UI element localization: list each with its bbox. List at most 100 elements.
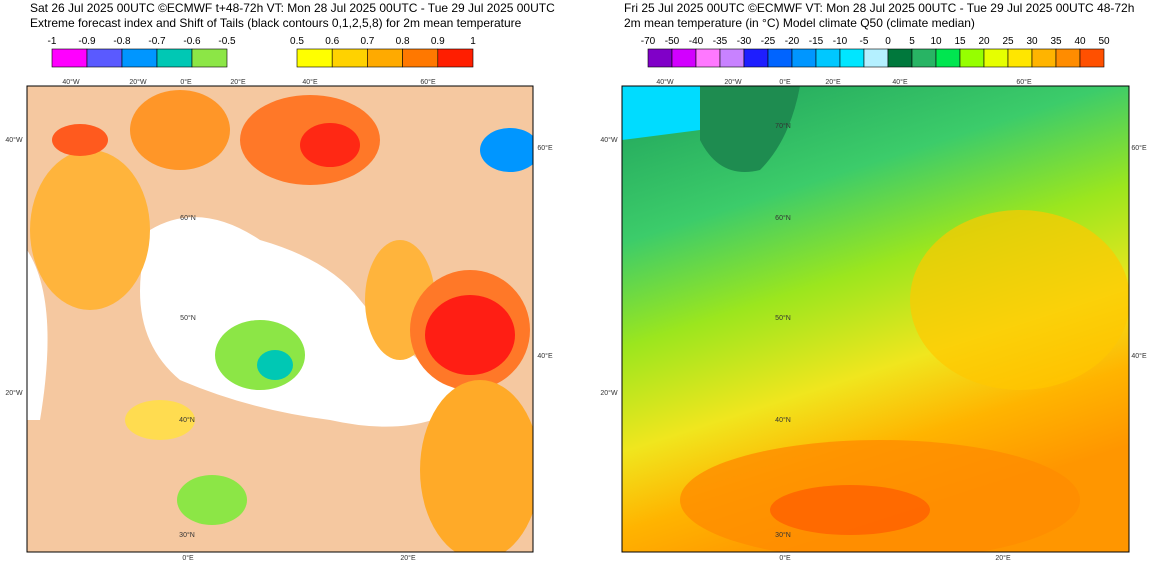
grid-label: 60°E: [537, 144, 553, 152]
colorbar-box: [671, 48, 697, 68]
colorbar-box: [437, 48, 474, 68]
grid-label: 20°E: [230, 78, 246, 86]
colorbar-box: [695, 48, 721, 68]
colorbar-label: -0.5: [218, 36, 236, 47]
left-title-2: Extreme forecast index and Shift of Tail…: [30, 16, 522, 30]
colorbar-label: -30: [737, 36, 752, 47]
right-title-2: 2m mean temperature (in °C) Model climat…: [624, 16, 975, 30]
colorbar-label: 25: [1002, 36, 1014, 47]
colorbar-label: -1: [48, 36, 57, 47]
colorbar-box: [191, 48, 228, 68]
grid-label: 0°E: [182, 554, 194, 562]
grid-label: 20°E: [400, 554, 416, 562]
colorbar-label: -0.9: [78, 36, 96, 47]
colorbar-label: 0.7: [360, 36, 374, 47]
colorbar-box: [935, 48, 961, 68]
colorbar-box: [983, 48, 1009, 68]
colorbar-label: 10: [930, 36, 942, 47]
grid-label: 30°N: [179, 531, 195, 539]
colorbar-box: [1007, 48, 1033, 68]
grid-label: 20°W: [724, 78, 742, 86]
colorbar-label: -0.8: [113, 36, 131, 47]
grid-label: 50°N: [775, 314, 791, 322]
colorbar-box: [86, 48, 123, 68]
colorbar-box: [121, 48, 158, 68]
grid-label: 40°N: [775, 416, 791, 424]
colorbar-box: [839, 48, 865, 68]
colorbar-label: 0.8: [396, 36, 410, 47]
colorbar-label: 35: [1050, 36, 1062, 47]
grid-label: 40°W: [62, 78, 80, 86]
colorbar-box: [367, 48, 403, 68]
colorbar-label: 20: [978, 36, 990, 47]
grid-label: 40°N: [179, 416, 195, 424]
grid-label: 40°E: [302, 78, 318, 86]
grid-label: 0°E: [779, 554, 791, 562]
colorbar-label: 0.5: [290, 36, 304, 47]
grid-label: 40°W: [656, 78, 674, 86]
grid-label: 20°W: [5, 389, 23, 397]
colorbar-label: 0: [885, 36, 891, 47]
grid-label: 40°E: [1131, 352, 1147, 360]
colorbar-label: 1: [470, 36, 476, 47]
colorbar-box: [719, 48, 745, 68]
colorbar-box: [331, 48, 368, 68]
colorbar-label: 50: [1098, 36, 1110, 47]
grid-label: 30°N: [775, 531, 791, 539]
left-frame: [26, 85, 534, 553]
colorbar-label: 30: [1026, 36, 1038, 47]
colorbar-label: -15: [809, 36, 824, 47]
colorbar-box: [1055, 48, 1081, 68]
colorbar-label: -35: [713, 36, 728, 47]
colorbar-box: [887, 48, 913, 68]
left-map: [27, 86, 533, 552]
grid-label: 60°N: [180, 214, 196, 222]
colorbar-box: [1079, 48, 1105, 68]
colorbar-box: [402, 48, 439, 68]
colorbar-box: [815, 48, 841, 68]
grid-label: 60°E: [1131, 144, 1147, 152]
colorbar-label: -10: [833, 36, 848, 47]
colorbar-box: [743, 48, 769, 68]
grid-label: 60°E: [1016, 78, 1032, 86]
grid-label: 0°E: [180, 78, 192, 86]
colorbar-box: [296, 48, 333, 68]
colorbar-box: [791, 48, 817, 68]
grid-label: 50°N: [180, 314, 196, 322]
right-title-1: Fri 25 Jul 2025 00UTC ©ECMWF VT: Mon 28 …: [624, 1, 1134, 15]
grid-label: 20°W: [600, 389, 618, 397]
grid-label: 40°E: [537, 352, 553, 360]
grid-label: 70°N: [775, 122, 791, 130]
colorbar-label: -25: [761, 36, 776, 47]
grid-label: 40°W: [600, 136, 618, 144]
colorbar-label: 40: [1074, 36, 1086, 47]
grid-label: 20°E: [995, 554, 1011, 562]
right-frame: [621, 85, 1130, 553]
colorbar-label: -5: [860, 36, 869, 47]
grid-label: 60°N: [775, 214, 791, 222]
colorbar-label: -0.6: [183, 36, 201, 47]
grid-label: 60°E: [420, 78, 436, 86]
colorbar-label: 5: [909, 36, 915, 47]
colorbar-label: -70: [641, 36, 656, 47]
colorbar-label: -40: [689, 36, 704, 47]
colorbar-box: [863, 48, 889, 68]
colorbar-label: 15: [954, 36, 966, 47]
right-map: [622, 86, 1129, 552]
grid-label: 40°E: [892, 78, 908, 86]
grid-label: 0°E: [779, 78, 791, 86]
colorbar-box: [911, 48, 937, 68]
colorbar-label: -20: [785, 36, 800, 47]
colorbar-box: [767, 48, 793, 68]
grid-label: 40°W: [5, 136, 23, 144]
grid-label: 20°E: [825, 78, 841, 86]
colorbar-label: -0.7: [148, 36, 166, 47]
colorbar-box: [51, 48, 88, 68]
grid-label: 20°W: [129, 78, 147, 86]
colorbar-label: 0.6: [325, 36, 339, 47]
colorbar-box: [156, 48, 193, 68]
colorbar-label: 0.9: [431, 36, 445, 47]
colorbar-box: [1031, 48, 1057, 68]
